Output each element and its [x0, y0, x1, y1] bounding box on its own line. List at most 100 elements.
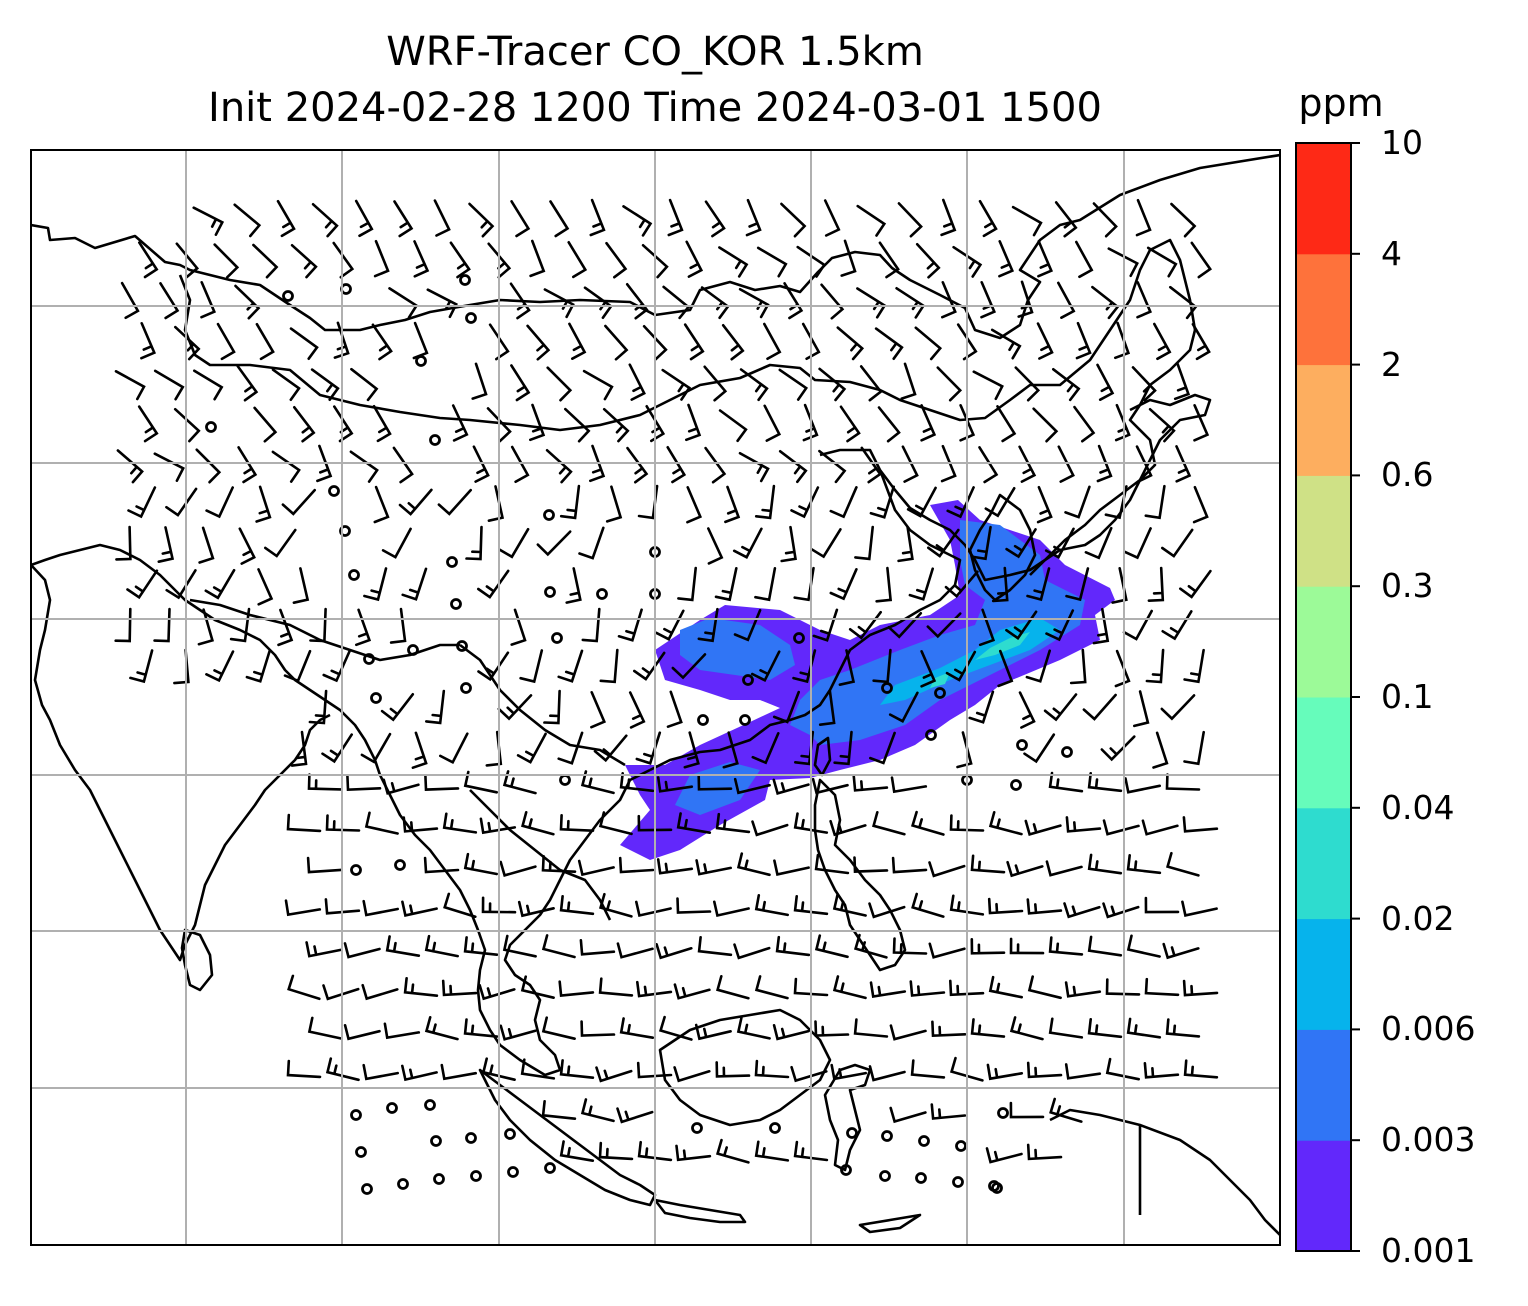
wind-barb	[115, 525, 132, 561]
wind-barb	[997, 649, 1014, 688]
wind-barb	[984, 487, 1016, 518]
wind-barb	[763, 404, 782, 442]
wind-barb	[255, 485, 272, 523]
wind-barb	[307, 1016, 342, 1040]
wind-barb	[820, 283, 845, 320]
wind-barb	[715, 812, 751, 834]
wind-barb	[307, 773, 343, 791]
wind-barb	[1036, 485, 1053, 524]
wind-barb	[565, 567, 582, 604]
wind-barb	[1102, 902, 1140, 919]
border-china-southeast-asia	[459, 643, 626, 767]
wind-barb	[173, 407, 201, 443]
wind-barb	[502, 934, 537, 958]
wind-barb	[290, 244, 318, 279]
wind-barb	[927, 528, 960, 558]
wind-barb	[685, 240, 704, 278]
wind-barb	[914, 326, 943, 361]
wind-barb	[703, 365, 728, 402]
wind-barb	[1092, 202, 1118, 238]
wind-barb	[1126, 1017, 1162, 1039]
wind-barb	[1043, 693, 1078, 722]
wind-barb	[628, 363, 646, 401]
wind-barb	[661, 368, 692, 401]
wind-barb	[617, 608, 643, 642]
colorbar-tick-label: 10	[1381, 123, 1423, 162]
wind-barb	[793, 1140, 829, 1162]
wind-barb	[1023, 733, 1056, 764]
calm-wind-circle	[460, 682, 472, 694]
wind-barb	[1082, 693, 1117, 721]
wind-barb	[1141, 819, 1179, 836]
wind-barb	[1087, 935, 1123, 957]
calm-wind-circle	[350, 1109, 362, 1121]
calm-wind-circle	[918, 1135, 930, 1147]
wind-barb	[704, 446, 727, 484]
wind-barb	[868, 1065, 906, 1082]
wind-barb	[970, 938, 1006, 955]
wind-barb	[1111, 567, 1128, 604]
wind-barb	[545, 449, 573, 484]
wind-barb	[1175, 445, 1192, 483]
calm-wind-circle	[879, 1170, 891, 1182]
colorbar	[1295, 142, 1360, 1252]
wind-barb	[276, 199, 296, 238]
wind-barb	[780, 202, 807, 238]
wind-barb	[895, 287, 926, 319]
wind-barb	[1107, 247, 1139, 278]
wind-barb	[869, 731, 896, 765]
calm-wind-circle	[881, 1130, 893, 1142]
wind-barb	[900, 362, 917, 400]
wind-barb	[481, 896, 517, 914]
wind-barb	[637, 814, 673, 832]
wind-barb	[200, 281, 217, 319]
wind-barb	[283, 649, 312, 683]
wind-barb	[793, 977, 829, 997]
wind-barb	[234, 284, 261, 320]
wind-barb	[1182, 816, 1219, 833]
wind-barb	[468, 202, 495, 238]
wind-barb	[890, 776, 928, 794]
colorbar-segment	[1296, 807, 1351, 920]
colorbar-segment	[1296, 697, 1351, 809]
wind-barb	[852, 775, 889, 792]
wind-barb	[1147, 566, 1165, 602]
calm-wind-circle	[551, 632, 563, 644]
wind-barb	[478, 983, 516, 1001]
wind-barb	[1183, 648, 1205, 684]
wind-barb	[271, 450, 301, 483]
wind-barb	[510, 364, 531, 402]
wind-barb	[1165, 1018, 1201, 1038]
wind-barb	[175, 242, 200, 279]
wind-barb	[686, 486, 703, 524]
border-thailand-cambodia	[469, 789, 612, 921]
wind-barb	[372, 404, 392, 443]
wind-barb	[991, 566, 1009, 603]
wind-barb	[840, 239, 857, 277]
wind-barb	[878, 241, 900, 279]
wind-barb	[401, 1064, 438, 1082]
wind-barb	[949, 979, 985, 997]
wind-barb	[814, 853, 850, 875]
wind-barb	[559, 814, 595, 832]
wind-barb	[424, 934, 459, 958]
calm-wind-circle	[934, 687, 946, 699]
calm-wind-circle	[925, 729, 937, 741]
wind-barb	[860, 446, 883, 484]
wind-barb	[578, 526, 605, 560]
wind-barb	[754, 1140, 790, 1162]
wind-barb	[848, 610, 882, 640]
wind-barb	[1064, 981, 1102, 998]
wind-barb	[622, 205, 653, 237]
wind-barb	[577, 859, 615, 877]
calm-wind-circle	[339, 525, 351, 537]
map-panel	[31, 150, 1280, 1245]
wind-barb	[311, 203, 339, 238]
wind-barb	[891, 856, 928, 874]
wind-barb	[1018, 445, 1037, 483]
wind-barb	[980, 281, 997, 319]
wind-barb	[736, 1016, 771, 1040]
wind-barb	[1026, 898, 1063, 915]
wind-barb	[1026, 1061, 1063, 1079]
calm-wind-circle	[430, 1135, 442, 1147]
